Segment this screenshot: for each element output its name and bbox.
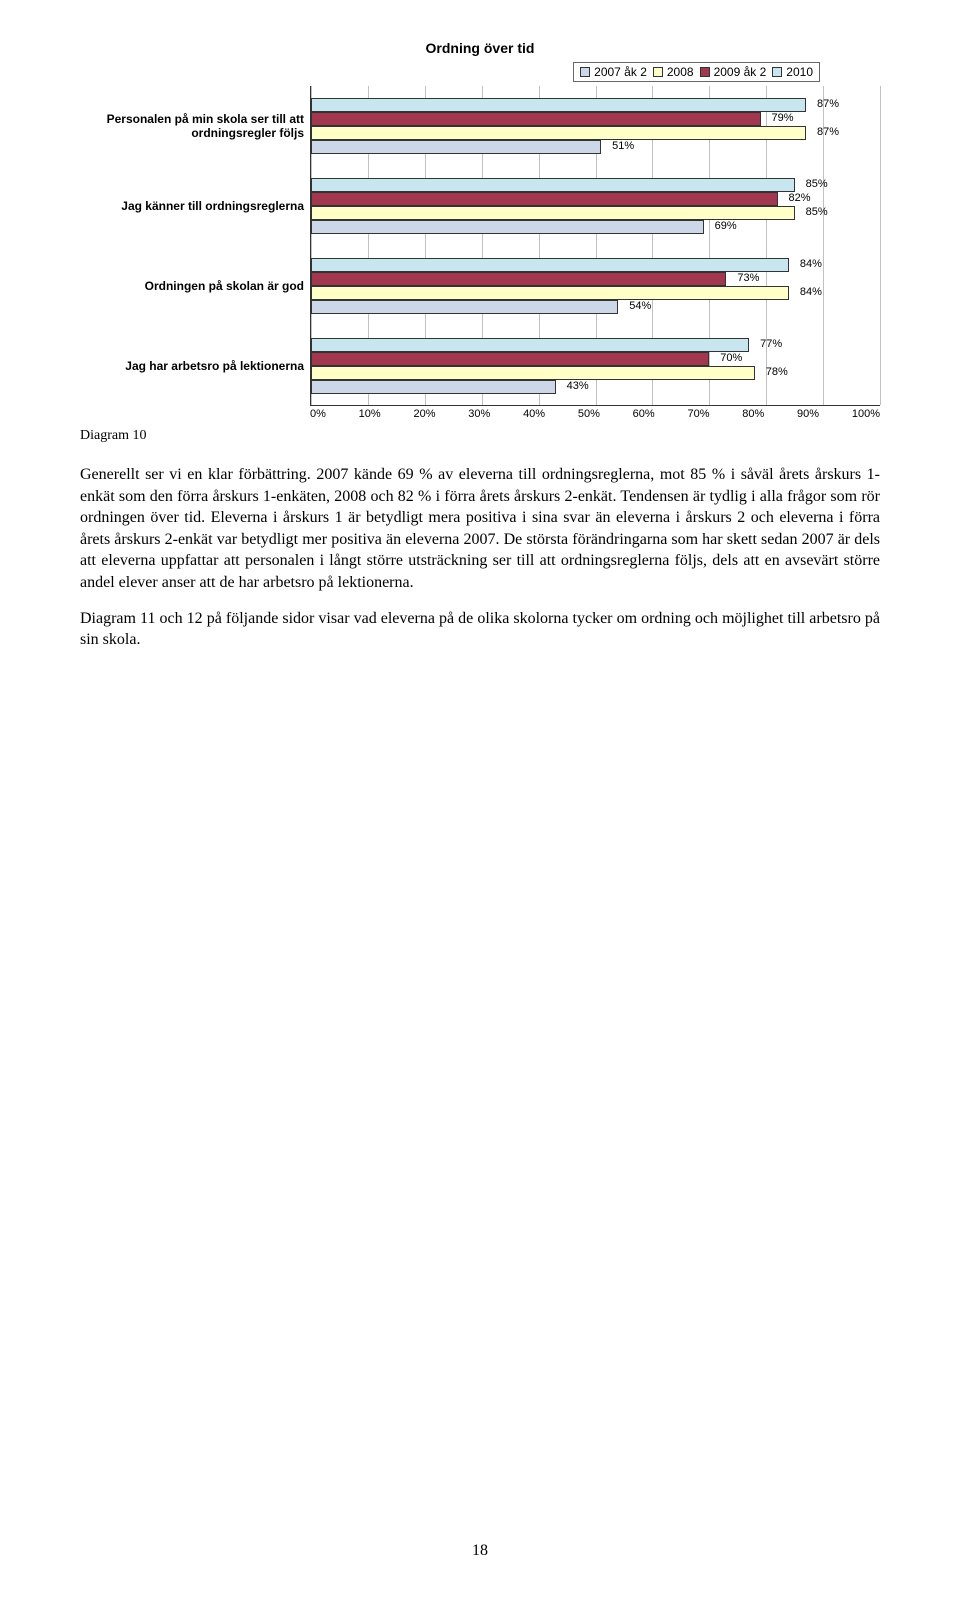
legend-label: 2007 åk 2: [594, 65, 647, 79]
legend-item: 2007 åk 2: [580, 65, 647, 79]
bar: 43%: [311, 380, 556, 394]
x-tick: 10%: [359, 408, 381, 420]
legend-swatch: [653, 67, 663, 77]
legend-swatch: [580, 67, 590, 77]
bar-group: 77%70%78%43%: [311, 326, 880, 406]
category-label: Ordningen på skolan är god: [80, 246, 304, 326]
bar-value-label: 77%: [760, 338, 782, 350]
x-tick: 40%: [523, 408, 545, 420]
x-tick: 30%: [468, 408, 490, 420]
bar: 79%: [311, 112, 761, 126]
bar: 85%: [311, 178, 795, 192]
bar-value-label: 84%: [800, 258, 822, 270]
bar: 78%: [311, 366, 755, 380]
bar-value-label: 69%: [715, 220, 737, 232]
bar: 87%: [311, 98, 806, 112]
paragraph: Diagram 11 och 12 på följande sidor visa…: [80, 608, 880, 651]
paragraph: Generellt ser vi en klar förbättring. 20…: [80, 464, 880, 594]
bar: 77%: [311, 338, 749, 352]
body-text: Generellt ser vi en klar förbättring. 20…: [80, 464, 880, 651]
x-axis-ticks: 0% 10% 20% 30% 40% 50% 60% 70% 80% 90% 100%: [310, 406, 880, 420]
x-tick: 90%: [797, 408, 819, 420]
bar: 70%: [311, 352, 709, 366]
bar-value-label: 51%: [612, 140, 634, 152]
chart-title: Ordning över tid: [80, 40, 880, 56]
bar-value-label: 82%: [789, 192, 811, 204]
bar-value-label: 85%: [806, 206, 828, 218]
x-tick: 20%: [413, 408, 435, 420]
bar-group: 84%73%84%54%: [311, 246, 880, 326]
legend-swatch: [700, 67, 710, 77]
diagram-caption: Diagram 10: [80, 428, 880, 444]
bar: 84%: [311, 286, 789, 300]
x-tick: 0%: [310, 408, 326, 420]
bar: 82%: [311, 192, 778, 206]
category-label: Jag känner till ordningsreglerna: [80, 166, 304, 246]
chart-plot-area: 87%79%87%51%85%82%85%69%84%73%84%54%77%7…: [310, 86, 880, 406]
bar-value-label: 87%: [817, 98, 839, 110]
bar-value-label: 79%: [771, 112, 793, 124]
legend-item: 2010: [772, 65, 813, 79]
legend-swatch: [772, 67, 782, 77]
bar: 69%: [311, 220, 704, 234]
legend-label: 2010: [786, 65, 813, 79]
bar: 87%: [311, 126, 806, 140]
bar: 85%: [311, 206, 795, 220]
category-labels: Personalen på min skola ser till att ord…: [80, 86, 310, 406]
category-label: Personalen på min skola ser till att ord…: [80, 86, 304, 166]
bar-group: 85%82%85%69%: [311, 166, 880, 246]
ordning-chart: Ordning över tid 2007 åk 220082009 åk 22…: [80, 40, 880, 420]
bar-value-label: 85%: [806, 178, 828, 190]
bar: 51%: [311, 140, 601, 154]
bar: 73%: [311, 272, 726, 286]
x-tick: 70%: [687, 408, 709, 420]
bar-value-label: 84%: [800, 286, 822, 298]
bar-value-label: 43%: [567, 380, 589, 392]
bar-value-label: 70%: [720, 352, 742, 364]
legend-label: 2008: [667, 65, 694, 79]
x-tick: 100%: [852, 408, 880, 420]
bar-value-label: 73%: [737, 272, 759, 284]
x-tick: 50%: [578, 408, 600, 420]
bar-group: 87%79%87%51%: [311, 86, 880, 166]
legend-label: 2009 åk 2: [714, 65, 767, 79]
bar-value-label: 87%: [817, 126, 839, 138]
bar: 84%: [311, 258, 789, 272]
bar-value-label: 78%: [766, 366, 788, 378]
category-label: Jag har arbetsro på lektionerna: [80, 326, 304, 406]
chart-legend: 2007 åk 2 2008 2009 åk 2 2010: [573, 62, 820, 82]
page-number: 18: [0, 1542, 960, 1560]
x-tick: 80%: [742, 408, 764, 420]
legend-item: 2008: [653, 65, 694, 79]
x-tick: 60%: [633, 408, 655, 420]
bar: 54%: [311, 300, 618, 314]
bar-value-label: 54%: [629, 300, 651, 312]
legend-item: 2009 åk 2: [700, 65, 767, 79]
